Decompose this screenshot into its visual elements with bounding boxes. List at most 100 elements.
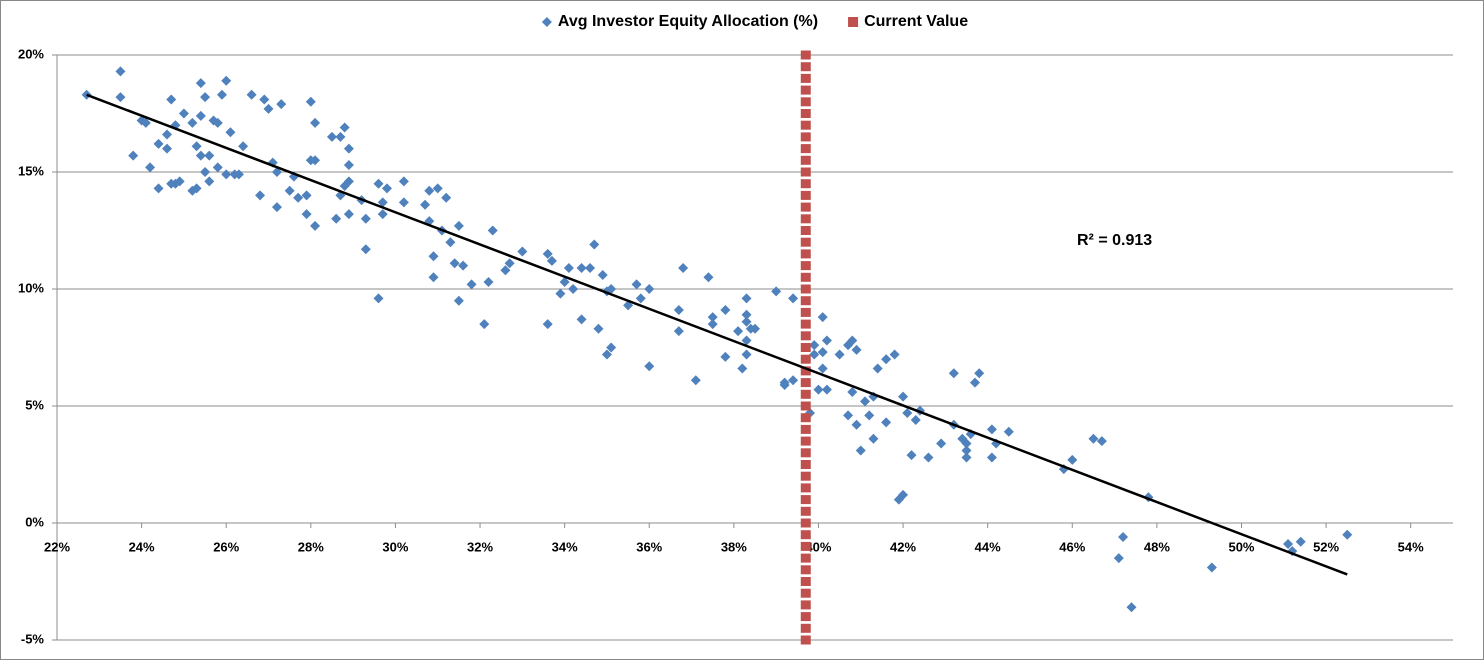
data-point xyxy=(948,368,959,379)
current-value-marker xyxy=(800,202,811,212)
data-point xyxy=(601,349,612,360)
data-point xyxy=(576,314,587,325)
data-point xyxy=(813,384,824,395)
data-point xyxy=(449,258,460,269)
data-point xyxy=(546,255,557,266)
data-point xyxy=(377,197,388,208)
data-point xyxy=(466,279,477,290)
data-point xyxy=(936,438,947,449)
data-point xyxy=(153,138,164,149)
data-point xyxy=(178,108,189,119)
data-point xyxy=(161,129,172,140)
current-value-marker xyxy=(800,413,811,423)
x-tick-label: 36% xyxy=(636,539,662,554)
data-point xyxy=(606,342,617,353)
data-point xyxy=(678,262,689,273)
current-value-marker xyxy=(800,249,811,259)
current-value-marker xyxy=(800,483,811,493)
current-value-marker xyxy=(800,565,811,575)
data-point xyxy=(720,305,731,316)
current-value-marker xyxy=(800,179,811,189)
data-point xyxy=(809,340,820,351)
y-tick-label: 5% xyxy=(25,397,44,412)
data-point xyxy=(263,103,274,114)
x-tick-label: 48% xyxy=(1144,539,1170,554)
data-point xyxy=(487,225,498,236)
data-point xyxy=(310,155,321,166)
data-point xyxy=(1113,553,1124,564)
data-point xyxy=(809,349,820,360)
data-point xyxy=(343,176,354,187)
data-point xyxy=(479,319,490,330)
data-point xyxy=(373,178,384,189)
data-point xyxy=(360,244,371,255)
data-point xyxy=(221,169,232,180)
data-point xyxy=(961,438,972,449)
data-point xyxy=(310,117,321,128)
data-point xyxy=(145,162,156,173)
data-point xyxy=(458,260,469,271)
data-point xyxy=(191,183,202,194)
data-point xyxy=(1126,602,1137,613)
data-point xyxy=(707,319,718,330)
data-point xyxy=(631,279,642,290)
current-value-marker xyxy=(800,623,811,633)
data-point xyxy=(1003,426,1014,437)
current-value-marker xyxy=(800,389,811,399)
data-point xyxy=(593,323,604,334)
y-tick-label: 10% xyxy=(18,280,44,295)
data-point xyxy=(817,312,828,323)
data-point xyxy=(195,110,206,121)
data-point xyxy=(424,185,435,196)
current-value-marker xyxy=(800,530,811,540)
current-value-marker xyxy=(800,541,811,551)
data-point xyxy=(153,183,164,194)
data-point xyxy=(1206,562,1217,573)
x-tick-label: 54% xyxy=(1398,539,1424,554)
data-point xyxy=(843,410,854,421)
current-value-marker xyxy=(800,518,811,528)
data-point xyxy=(741,293,752,304)
x-tick-label: 38% xyxy=(721,539,747,554)
data-point xyxy=(225,127,236,138)
data-point xyxy=(986,452,997,463)
current-value-marker xyxy=(800,436,811,446)
data-point xyxy=(576,262,587,273)
x-tick-label: 24% xyxy=(129,539,155,554)
data-point xyxy=(128,150,139,161)
data-point xyxy=(140,117,151,128)
data-point xyxy=(310,220,321,231)
data-point xyxy=(779,377,790,388)
data-point xyxy=(741,309,752,320)
data-point xyxy=(737,363,748,374)
y-tick-label: -5% xyxy=(21,631,45,646)
data-point xyxy=(690,375,701,386)
data-point xyxy=(821,335,832,346)
data-point xyxy=(881,417,892,428)
data-point xyxy=(335,131,346,142)
current-value-marker xyxy=(800,366,811,376)
data-point xyxy=(259,94,270,105)
data-point xyxy=(597,269,608,280)
data-point xyxy=(868,433,879,444)
legend-label: Avg Investor Equity Allocation (%) xyxy=(558,13,818,30)
data-point xyxy=(961,452,972,463)
data-point xyxy=(589,239,600,250)
data-point xyxy=(195,150,206,161)
data-point xyxy=(555,288,566,299)
current-value-marker xyxy=(800,424,811,434)
data-point xyxy=(902,408,913,419)
data-point xyxy=(851,419,862,430)
data-point xyxy=(204,176,215,187)
data-point xyxy=(420,199,431,210)
data-point xyxy=(326,131,337,142)
data-point xyxy=(1283,539,1294,550)
data-point xyxy=(428,272,439,283)
data-point xyxy=(398,176,409,187)
data-point xyxy=(563,262,574,273)
data-point xyxy=(644,361,655,372)
data-point xyxy=(847,335,858,346)
data-point xyxy=(864,410,875,421)
data-point xyxy=(673,326,684,337)
